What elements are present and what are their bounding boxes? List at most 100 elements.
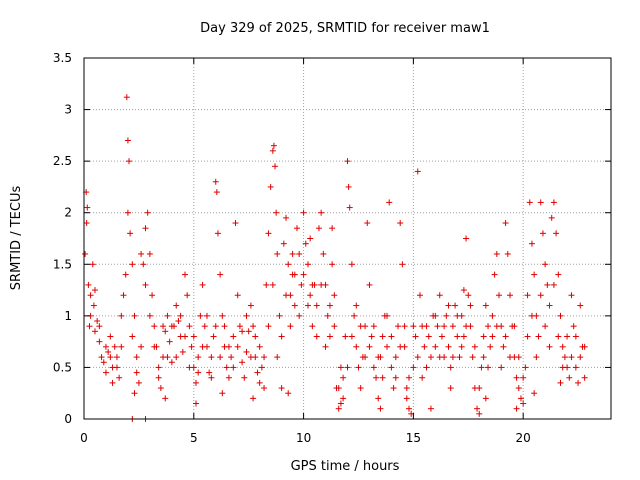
data-point xyxy=(96,323,103,330)
data-point xyxy=(274,354,281,361)
data-point xyxy=(340,395,347,402)
data-point xyxy=(107,333,114,340)
data-point xyxy=(102,369,109,376)
data-point xyxy=(344,158,351,165)
data-point xyxy=(228,354,235,361)
data-point xyxy=(555,333,562,340)
data-point xyxy=(445,343,452,350)
data-point xyxy=(254,369,261,376)
data-point xyxy=(416,292,423,299)
data-point xyxy=(138,343,145,350)
data-point xyxy=(370,323,377,330)
data-point xyxy=(392,374,399,381)
x-axis-label: GPS time / hours xyxy=(291,459,400,474)
data-point xyxy=(474,405,481,412)
data-point xyxy=(403,395,410,402)
data-point xyxy=(157,385,164,392)
data-point xyxy=(493,250,500,257)
data-point xyxy=(489,333,496,340)
data-point xyxy=(296,250,303,257)
data-point xyxy=(195,354,202,361)
data-point xyxy=(414,168,421,175)
data-point xyxy=(491,271,498,278)
data-point xyxy=(421,343,428,350)
data-point xyxy=(105,348,112,355)
data-point xyxy=(208,354,215,361)
data-point xyxy=(206,369,213,376)
data-point xyxy=(436,292,443,299)
data-point xyxy=(557,312,564,319)
data-point xyxy=(89,261,96,268)
data-point xyxy=(267,183,274,190)
data-point xyxy=(131,390,138,397)
data-point xyxy=(313,302,320,309)
data-point xyxy=(559,364,566,371)
data-point xyxy=(375,354,382,361)
data-point xyxy=(364,220,371,227)
data-point xyxy=(513,374,520,381)
data-point xyxy=(247,354,254,361)
data-point xyxy=(269,147,276,154)
data-point xyxy=(581,374,588,381)
x-tick-label: 5 xyxy=(190,431,198,445)
data-point xyxy=(190,333,197,340)
plot-frame xyxy=(83,57,612,420)
data-point xyxy=(351,312,358,319)
data-point xyxy=(160,323,167,330)
data-point xyxy=(296,312,303,319)
data-point xyxy=(539,230,546,237)
data-point xyxy=(570,323,577,330)
data-point xyxy=(230,364,237,371)
data-point xyxy=(162,395,169,402)
data-point xyxy=(537,199,544,206)
data-point xyxy=(278,333,285,340)
data-point xyxy=(500,343,507,350)
data-point xyxy=(182,333,189,340)
data-point xyxy=(368,333,375,340)
data-point xyxy=(401,323,408,330)
data-point xyxy=(102,343,109,350)
data-point xyxy=(447,364,454,371)
data-point xyxy=(362,354,369,361)
data-point xyxy=(298,281,305,288)
data-point xyxy=(129,261,136,268)
data-point xyxy=(542,261,549,268)
data-point xyxy=(555,271,562,278)
data-point xyxy=(337,364,344,371)
data-point xyxy=(577,354,584,361)
data-point xyxy=(168,323,175,330)
data-point xyxy=(528,312,535,319)
data-point xyxy=(124,209,131,216)
data-point xyxy=(94,318,101,325)
data-point xyxy=(182,271,189,278)
data-point xyxy=(293,225,300,232)
data-point xyxy=(245,328,252,335)
data-point xyxy=(384,312,391,319)
data-point xyxy=(82,250,89,257)
data-point xyxy=(241,374,248,381)
data-point xyxy=(250,323,257,330)
data-point xyxy=(219,390,226,397)
data-point xyxy=(179,348,186,355)
data-point xyxy=(155,374,162,381)
data-point xyxy=(270,142,277,149)
data-point xyxy=(410,323,417,330)
data-point xyxy=(144,209,151,216)
data-point xyxy=(304,261,311,268)
data-point xyxy=(345,183,352,190)
data-point xyxy=(274,250,281,257)
data-point xyxy=(405,374,412,381)
data-point xyxy=(133,354,140,361)
data-point xyxy=(309,323,316,330)
data-point xyxy=(502,333,509,340)
data-point xyxy=(476,410,483,417)
data-point xyxy=(423,323,430,330)
data-point xyxy=(515,354,522,361)
data-point xyxy=(109,379,116,386)
data-point xyxy=(307,292,314,299)
data-point xyxy=(506,354,513,361)
data-point xyxy=(467,302,474,309)
data-point xyxy=(96,338,103,345)
data-point xyxy=(447,385,454,392)
data-point xyxy=(522,364,529,371)
